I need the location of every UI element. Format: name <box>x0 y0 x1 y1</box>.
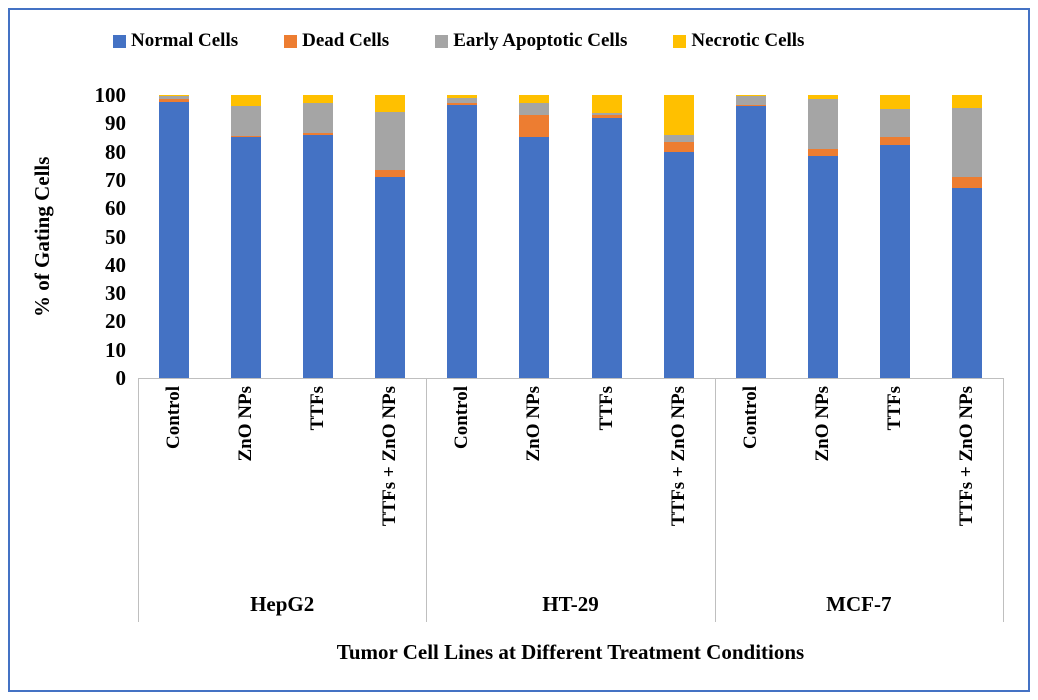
legend-label-early-apoptotic-cells: Early Apoptotic Cells <box>453 30 628 51</box>
bar-segment-early-apoptotic-cells <box>663 134 694 142</box>
y-tick-label: 100 <box>94 83 127 107</box>
bar-segment-early-apoptotic-cells <box>879 109 910 138</box>
group-separator-line <box>714 378 716 622</box>
bar-segment-early-apoptotic-cells <box>303 103 334 134</box>
bar-segment-early-apoptotic-cells <box>375 111 406 170</box>
x-axis-line <box>138 378 1003 379</box>
legend-swatch-dead-cells-icon <box>284 34 298 48</box>
category-label: ZnO NPs <box>523 386 545 462</box>
legend-swatch-normal-cells-icon <box>113 34 126 48</box>
bar-segment-early-apoptotic-cells <box>231 106 262 137</box>
legend-label-necrotic-cells: Necrotic Cells <box>691 30 805 51</box>
category-label: ZnO NPs <box>811 386 833 462</box>
bar-segment-dead-cells <box>447 103 478 105</box>
bar-segment-necrotic-cells <box>159 95 190 97</box>
bar-segment-normal-cells <box>951 188 982 378</box>
bar-segment-early-apoptotic-cells <box>447 97 478 104</box>
legend-item-early-apoptotic-cells: Early Apoptotic Cells <box>435 30 627 52</box>
bar-segment-normal-cells <box>591 117 622 378</box>
group-label-ht-29: HT-29 <box>542 592 599 616</box>
legend-item-necrotic-cells: Necrotic Cells <box>673 30 804 52</box>
legend-label-normal-cells: Normal Cells <box>131 30 239 51</box>
bar-segment-necrotic-cells <box>879 95 910 110</box>
bar-segment-dead-cells <box>303 133 334 135</box>
bar-segment-normal-cells <box>879 144 910 378</box>
bar-segment-normal-cells <box>159 102 190 378</box>
category-label: ZnO NPs <box>235 386 257 462</box>
bar-segment-early-apoptotic-cells <box>591 113 622 115</box>
category-label: TTFs <box>595 386 617 431</box>
bar-segment-necrotic-cells <box>303 95 334 104</box>
category-label: TTFs + ZnO NPs <box>379 386 401 527</box>
bar-segment-necrotic-cells <box>951 95 982 108</box>
x-axis-title: Tumor Cell Lines at Different Treatment … <box>336 640 805 664</box>
category-label: TTFs + ZnO NPs <box>667 386 689 527</box>
bar-segment-dead-cells <box>663 141 694 152</box>
bar-segment-necrotic-cells <box>807 95 838 100</box>
bar-segment-necrotic-cells <box>735 95 766 97</box>
legend-swatch-necrotic-cells-icon <box>673 34 687 48</box>
bar-segment-necrotic-cells <box>519 95 550 104</box>
group-separator-line <box>1003 378 1004 622</box>
bar-segment-dead-cells <box>159 99 190 103</box>
y-tick-label: 80 <box>105 139 126 164</box>
bar-segment-dead-cells <box>375 169 406 178</box>
bar-segment-necrotic-cells <box>375 95 406 112</box>
chart-legend: Normal Cells Dead Cells Early Apoptotic … <box>113 30 804 52</box>
category-label: Control <box>739 386 761 449</box>
bar-segment-dead-cells <box>807 148 838 156</box>
bar-segment-dead-cells <box>591 114 622 118</box>
y-tick-label: 30 <box>105 281 126 306</box>
bar-segment-normal-cells <box>735 106 766 378</box>
bar-segment-normal-cells <box>375 177 406 378</box>
group-separator-line <box>138 378 139 622</box>
group-separator-line <box>426 378 428 622</box>
category-label: TTFs <box>883 386 905 431</box>
bar-segment-necrotic-cells <box>447 95 478 98</box>
bar-segment-necrotic-cells <box>663 95 694 135</box>
category-label: Control <box>451 386 473 449</box>
y-tick-label: 70 <box>105 167 126 192</box>
bar-segment-normal-cells <box>663 151 694 378</box>
y-tick-label: 0 <box>115 366 127 390</box>
bar-segment-dead-cells <box>735 104 766 107</box>
bar-segment-normal-cells <box>231 137 262 378</box>
bar-segment-necrotic-cells <box>231 95 262 107</box>
bar-segment-dead-cells <box>879 137 910 145</box>
y-tick-label: 20 <box>105 309 126 334</box>
bar-segment-early-apoptotic-cells <box>951 107 982 178</box>
bar-segment-normal-cells <box>447 104 478 378</box>
bar-segment-normal-cells <box>807 155 838 378</box>
y-tick-label: 90 <box>105 111 126 136</box>
legend-swatch-early-apoptotic-cells-icon <box>435 34 449 48</box>
bar-segment-dead-cells <box>519 114 550 138</box>
legend-label-dead-cells: Dead Cells <box>302 30 390 51</box>
bar-segment-dead-cells <box>951 177 982 189</box>
bar-segment-normal-cells <box>303 134 334 378</box>
group-label-mcf-7: MCF-7 <box>826 592 892 616</box>
category-label: TTFs + ZnO NPs <box>955 386 977 527</box>
bar-segment-early-apoptotic-cells <box>807 99 838 149</box>
group-label-hepg2: HepG2 <box>250 592 315 616</box>
bar-segment-early-apoptotic-cells <box>159 96 190 100</box>
bar-segment-dead-cells <box>231 136 262 138</box>
y-tick-label: 40 <box>105 252 126 277</box>
y-tick-label: 60 <box>105 196 126 221</box>
bar-segment-early-apoptotic-cells <box>735 96 766 105</box>
bar-segment-necrotic-cells <box>591 95 622 114</box>
category-label: TTFs <box>307 386 329 431</box>
category-label: Control <box>163 386 185 449</box>
legend-item-dead-cells: Dead Cells <box>284 30 389 52</box>
y-tick-label: 50 <box>105 224 126 249</box>
bar-segment-normal-cells <box>519 137 550 378</box>
y-tick-label: 10 <box>105 337 126 362</box>
bar-segment-early-apoptotic-cells <box>519 103 550 115</box>
legend-item-normal-cells: Normal Cells <box>113 30 238 52</box>
